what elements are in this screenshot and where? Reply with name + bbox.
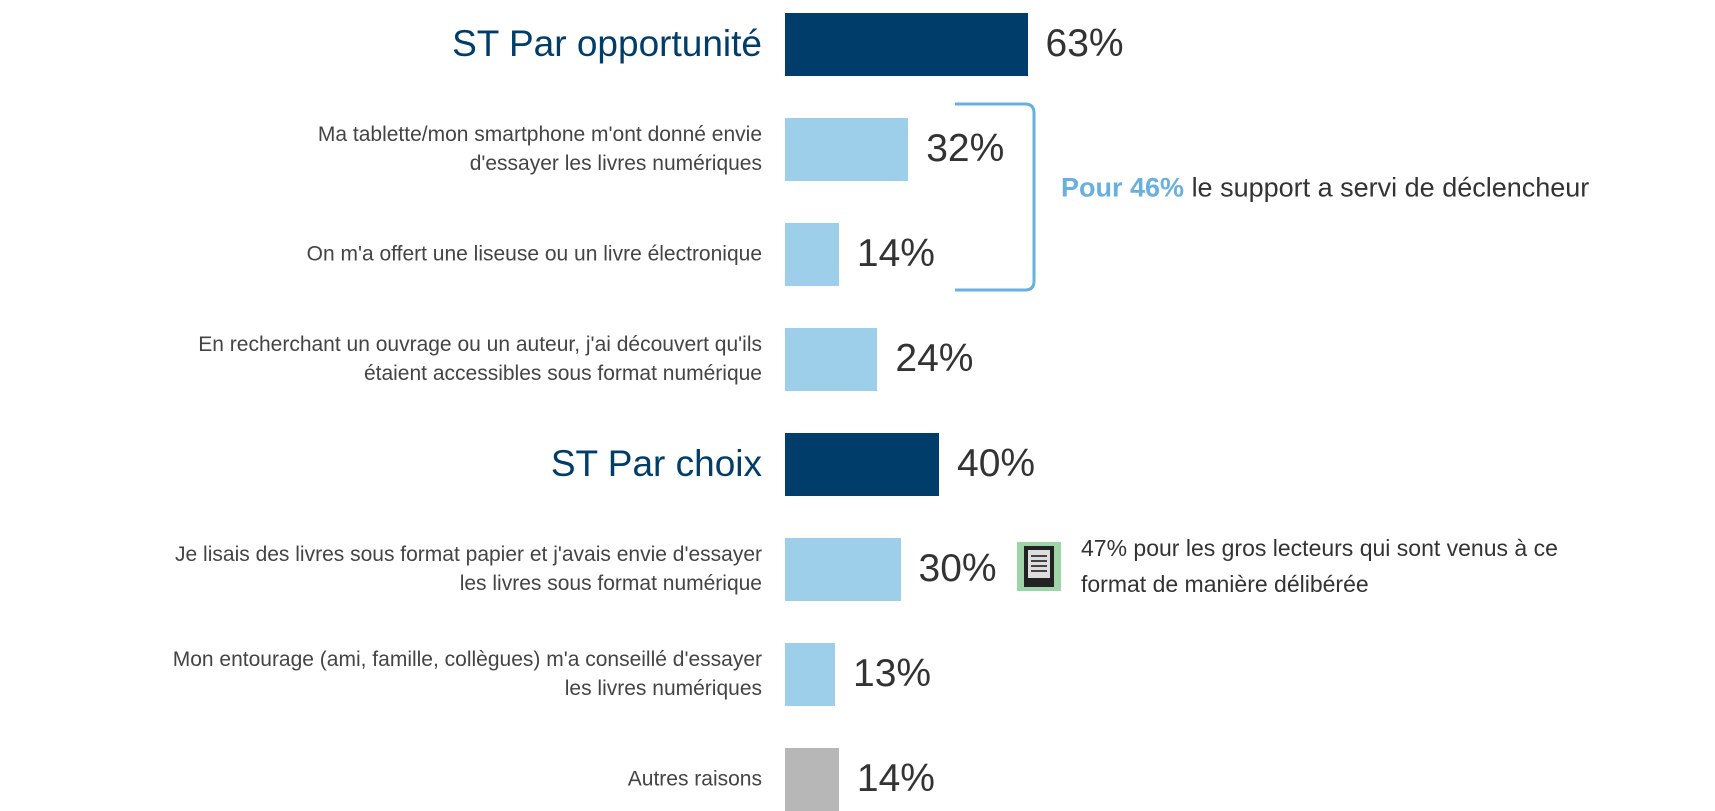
category-label: Je lisais des livres sous format papier … <box>175 543 762 595</box>
value-label: 14% <box>856 757 935 800</box>
category-label: ST Par opportunité <box>452 23 762 64</box>
category-label: On m'a offert une liseuse ou un livre él… <box>306 242 762 266</box>
annotation-highlight: Pour 46% <box>1061 172 1185 203</box>
value-label: 14% <box>856 232 935 275</box>
value-label: 63% <box>1045 22 1124 65</box>
bar <box>785 537 901 601</box>
value-label: 30% <box>918 547 997 590</box>
category-label: En recherchant un ouvrage ou un auteur, … <box>198 333 762 385</box>
note: 47% pour les gros lecteurs qui sont venu… <box>1081 535 1558 597</box>
value-label: 13% <box>853 652 932 695</box>
bar <box>785 432 939 496</box>
bar <box>785 117 909 181</box>
category-label: Autres raisons <box>627 767 762 791</box>
book-icon <box>1017 542 1061 591</box>
bracket <box>955 102 1036 292</box>
value-label: 24% <box>895 337 974 380</box>
bar <box>785 327 878 391</box>
bracket-annotation: Pour 46% le support a servi de déclenche… <box>1061 173 1589 204</box>
category-label: Ma tablette/mon smartphone m'ont donné e… <box>317 123 762 175</box>
annotation-text: le support a servi de déclencheur <box>1191 172 1590 203</box>
bar <box>785 222 839 286</box>
bar <box>785 12 1028 76</box>
value-label: 40% <box>957 442 1036 485</box>
bar <box>785 747 839 811</box>
category-label: ST Par choix <box>550 443 762 484</box>
value-label: 32% <box>926 127 1005 170</box>
bar <box>785 642 836 706</box>
category-label: Mon entourage (ami, famille, collègues) … <box>172 648 762 700</box>
